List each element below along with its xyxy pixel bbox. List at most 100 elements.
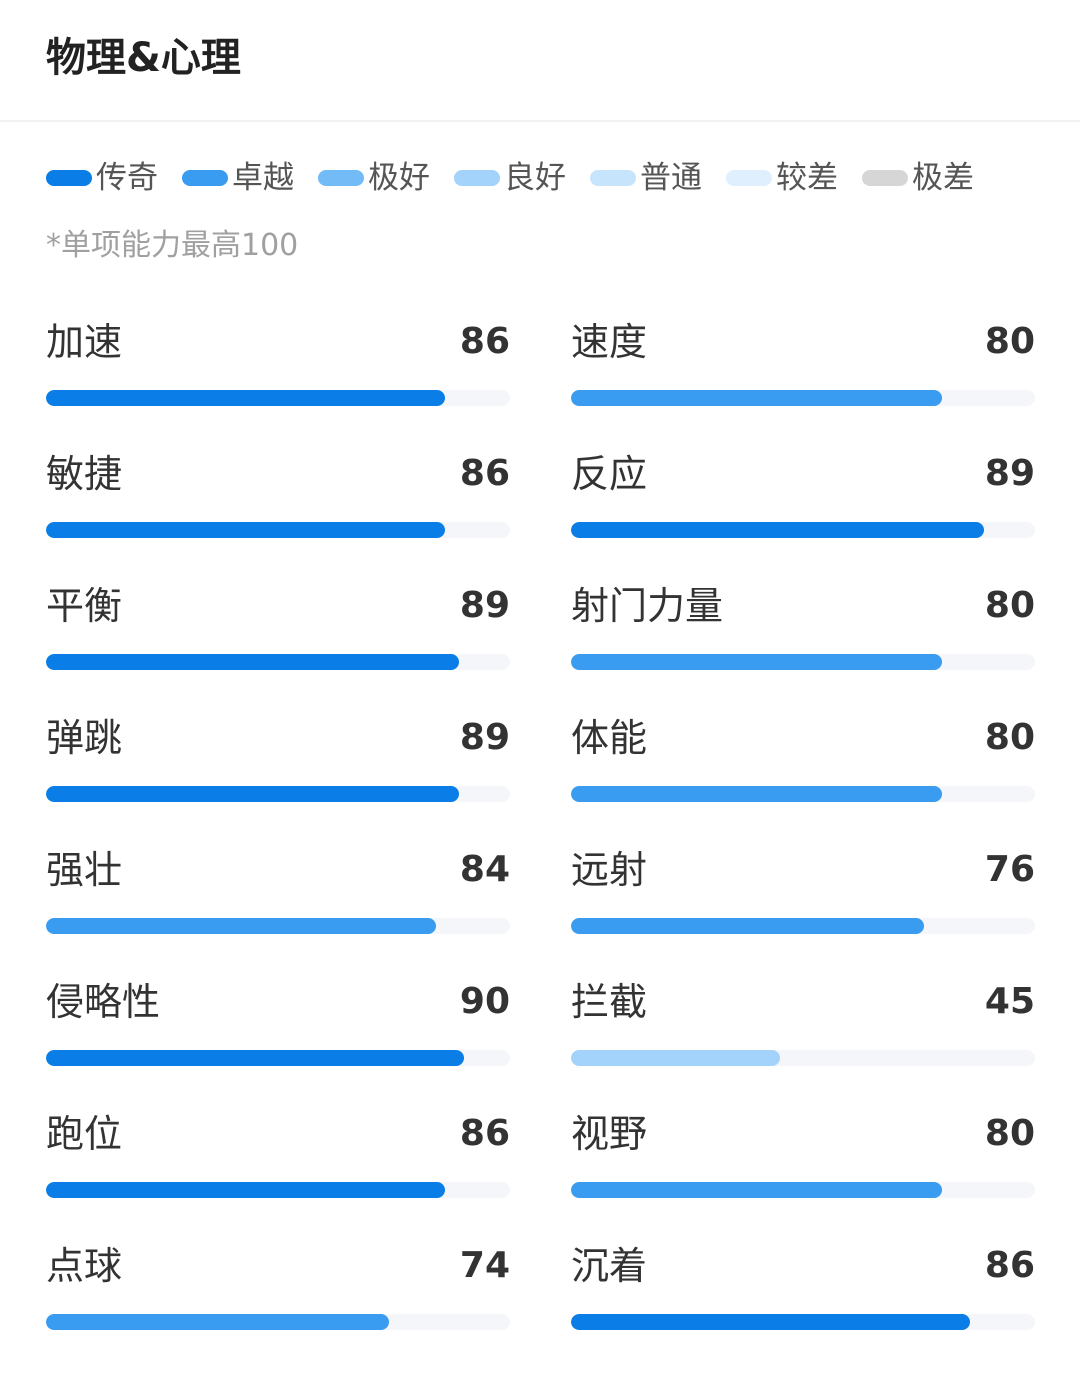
attribute-bar-fill bbox=[46, 390, 446, 406]
attribute-row: 加速 86 bbox=[46, 306, 510, 438]
attribute-bar-track bbox=[46, 522, 510, 538]
attribute-value: 74 bbox=[459, 1245, 510, 1286]
attribute-bar-fill bbox=[46, 522, 446, 538]
attribute-bar-track bbox=[46, 1050, 510, 1066]
attribute-bar-fill bbox=[46, 1314, 390, 1330]
attribute-bar-track bbox=[571, 918, 1035, 934]
legend-item: 良好 bbox=[454, 158, 566, 198]
attribute-bar-track bbox=[46, 786, 510, 802]
attribute-label: 平衡 bbox=[46, 584, 123, 628]
attribute-bar-track bbox=[46, 1314, 510, 1330]
attribute-row: 体能 80 bbox=[571, 702, 1035, 834]
legend-label: 传奇 bbox=[96, 160, 158, 196]
attribute-row: 侵略性 90 bbox=[46, 966, 510, 1098]
attribute-bar-fill bbox=[571, 1050, 780, 1066]
attribute-value: 80 bbox=[984, 717, 1035, 758]
attribute-label: 强壮 bbox=[46, 848, 123, 892]
legend-label: 极差 bbox=[912, 160, 974, 196]
attribute-label: 侵略性 bbox=[46, 980, 161, 1024]
legend-swatch bbox=[454, 170, 500, 186]
legend-swatch bbox=[46, 170, 92, 186]
attribute-row: 视野 80 bbox=[571, 1098, 1035, 1230]
legend-swatch bbox=[590, 170, 636, 186]
attribute-label: 跑位 bbox=[46, 1112, 123, 1156]
attribute-label: 点球 bbox=[46, 1244, 123, 1288]
legend-label: 较差 bbox=[776, 160, 838, 196]
attribute-bar-fill bbox=[571, 654, 943, 670]
legend-item: 卓越 bbox=[182, 158, 294, 198]
legend-label: 极好 bbox=[368, 160, 430, 196]
attribute-value: 80 bbox=[984, 1113, 1035, 1154]
attribute-value: 80 bbox=[984, 585, 1035, 626]
attribute-row: 强壮 84 bbox=[46, 834, 510, 966]
attribute-value: 86 bbox=[984, 1245, 1035, 1286]
attribute-label: 加速 bbox=[46, 320, 123, 364]
legend-label: 良好 bbox=[504, 160, 566, 196]
attribute-bar-fill bbox=[571, 1182, 943, 1198]
attribute-bar-fill bbox=[571, 522, 984, 538]
attribute-value: 86 bbox=[459, 1113, 510, 1154]
attribute-bar-track bbox=[571, 1314, 1035, 1330]
attribute-value: 89 bbox=[459, 717, 510, 758]
attribute-row: 点球 74 bbox=[46, 1230, 510, 1362]
legend-item: 极差 bbox=[862, 158, 974, 198]
attribute-row: 射门力量 80 bbox=[571, 570, 1035, 702]
legend-swatch bbox=[318, 170, 364, 186]
legend-item: 普通 bbox=[590, 158, 702, 198]
attribute-row: 拦截 45 bbox=[571, 966, 1035, 1098]
attribute-label: 视野 bbox=[571, 1112, 648, 1156]
attribute-value: 86 bbox=[459, 453, 510, 494]
attribute-bar-track bbox=[571, 1050, 1035, 1066]
attribute-label: 弹跳 bbox=[46, 716, 123, 760]
attribute-bar-fill bbox=[46, 918, 436, 934]
legend-label: 普通 bbox=[640, 160, 702, 196]
attribute-label: 沉着 bbox=[571, 1244, 648, 1288]
attribute-row: 反应 89 bbox=[571, 438, 1035, 570]
attribute-value: 89 bbox=[459, 585, 510, 626]
attribute-bar-track bbox=[46, 1182, 510, 1198]
section-title: 物理&心理 bbox=[46, 35, 241, 81]
attribute-bar-fill bbox=[46, 654, 459, 670]
attribute-bar-fill bbox=[571, 786, 943, 802]
attribute-bar-fill bbox=[571, 390, 943, 406]
attribute-value: 80 bbox=[984, 321, 1035, 362]
attribute-row: 速度 80 bbox=[571, 306, 1035, 438]
attribute-bar-track bbox=[571, 1182, 1035, 1198]
attribute-value: 89 bbox=[984, 453, 1035, 494]
legend-swatch bbox=[862, 170, 908, 186]
attribute-bar-fill bbox=[46, 1050, 464, 1066]
attribute-label: 敏捷 bbox=[46, 452, 123, 496]
max-value-note: *单项能力最高100 bbox=[46, 228, 299, 263]
attribute-bar-track bbox=[46, 654, 510, 670]
attribute-bar-fill bbox=[571, 918, 924, 934]
attribute-row: 敏捷 86 bbox=[46, 438, 510, 570]
attribute-value: 76 bbox=[984, 849, 1035, 890]
legend-item: 较差 bbox=[726, 158, 838, 198]
legend-swatch bbox=[726, 170, 772, 186]
attribute-bar-track bbox=[46, 918, 510, 934]
attribute-row: 跑位 86 bbox=[46, 1098, 510, 1230]
attribute-row: 平衡 89 bbox=[46, 570, 510, 702]
attribute-bar-fill bbox=[571, 1314, 971, 1330]
attribute-value: 86 bbox=[459, 321, 510, 362]
attribute-label: 体能 bbox=[571, 716, 648, 760]
legend-swatch bbox=[182, 170, 228, 186]
attribute-bar-fill bbox=[46, 786, 459, 802]
attribute-row: 远射 76 bbox=[571, 834, 1035, 966]
attribute-row: 沉着 86 bbox=[571, 1230, 1035, 1362]
attribute-bar-track bbox=[571, 390, 1035, 406]
attribute-grid: 加速 86 速度 80 敏捷 86 反应 89 平衡 89 射门力量 80 弹跳 89 体能 80 强壮 84 远射… bbox=[46, 306, 1036, 1362]
attribute-bar-track bbox=[571, 522, 1035, 538]
legend-label: 卓越 bbox=[232, 160, 294, 196]
attribute-bar-fill bbox=[46, 1182, 446, 1198]
attribute-row: 弹跳 89 bbox=[46, 702, 510, 834]
attribute-label: 射门力量 bbox=[571, 584, 724, 628]
legend-item: 传奇 bbox=[46, 158, 158, 198]
attribute-label: 反应 bbox=[571, 452, 648, 496]
tier-legend: 传奇 卓越 极好 良好 普通 较差 极差 bbox=[46, 156, 1056, 200]
attribute-value: 45 bbox=[984, 981, 1035, 1022]
attribute-label: 远射 bbox=[571, 848, 648, 892]
attribute-label: 拦截 bbox=[571, 980, 648, 1024]
section-header: 物理&心理 bbox=[0, 0, 1080, 122]
legend-item: 极好 bbox=[318, 158, 430, 198]
